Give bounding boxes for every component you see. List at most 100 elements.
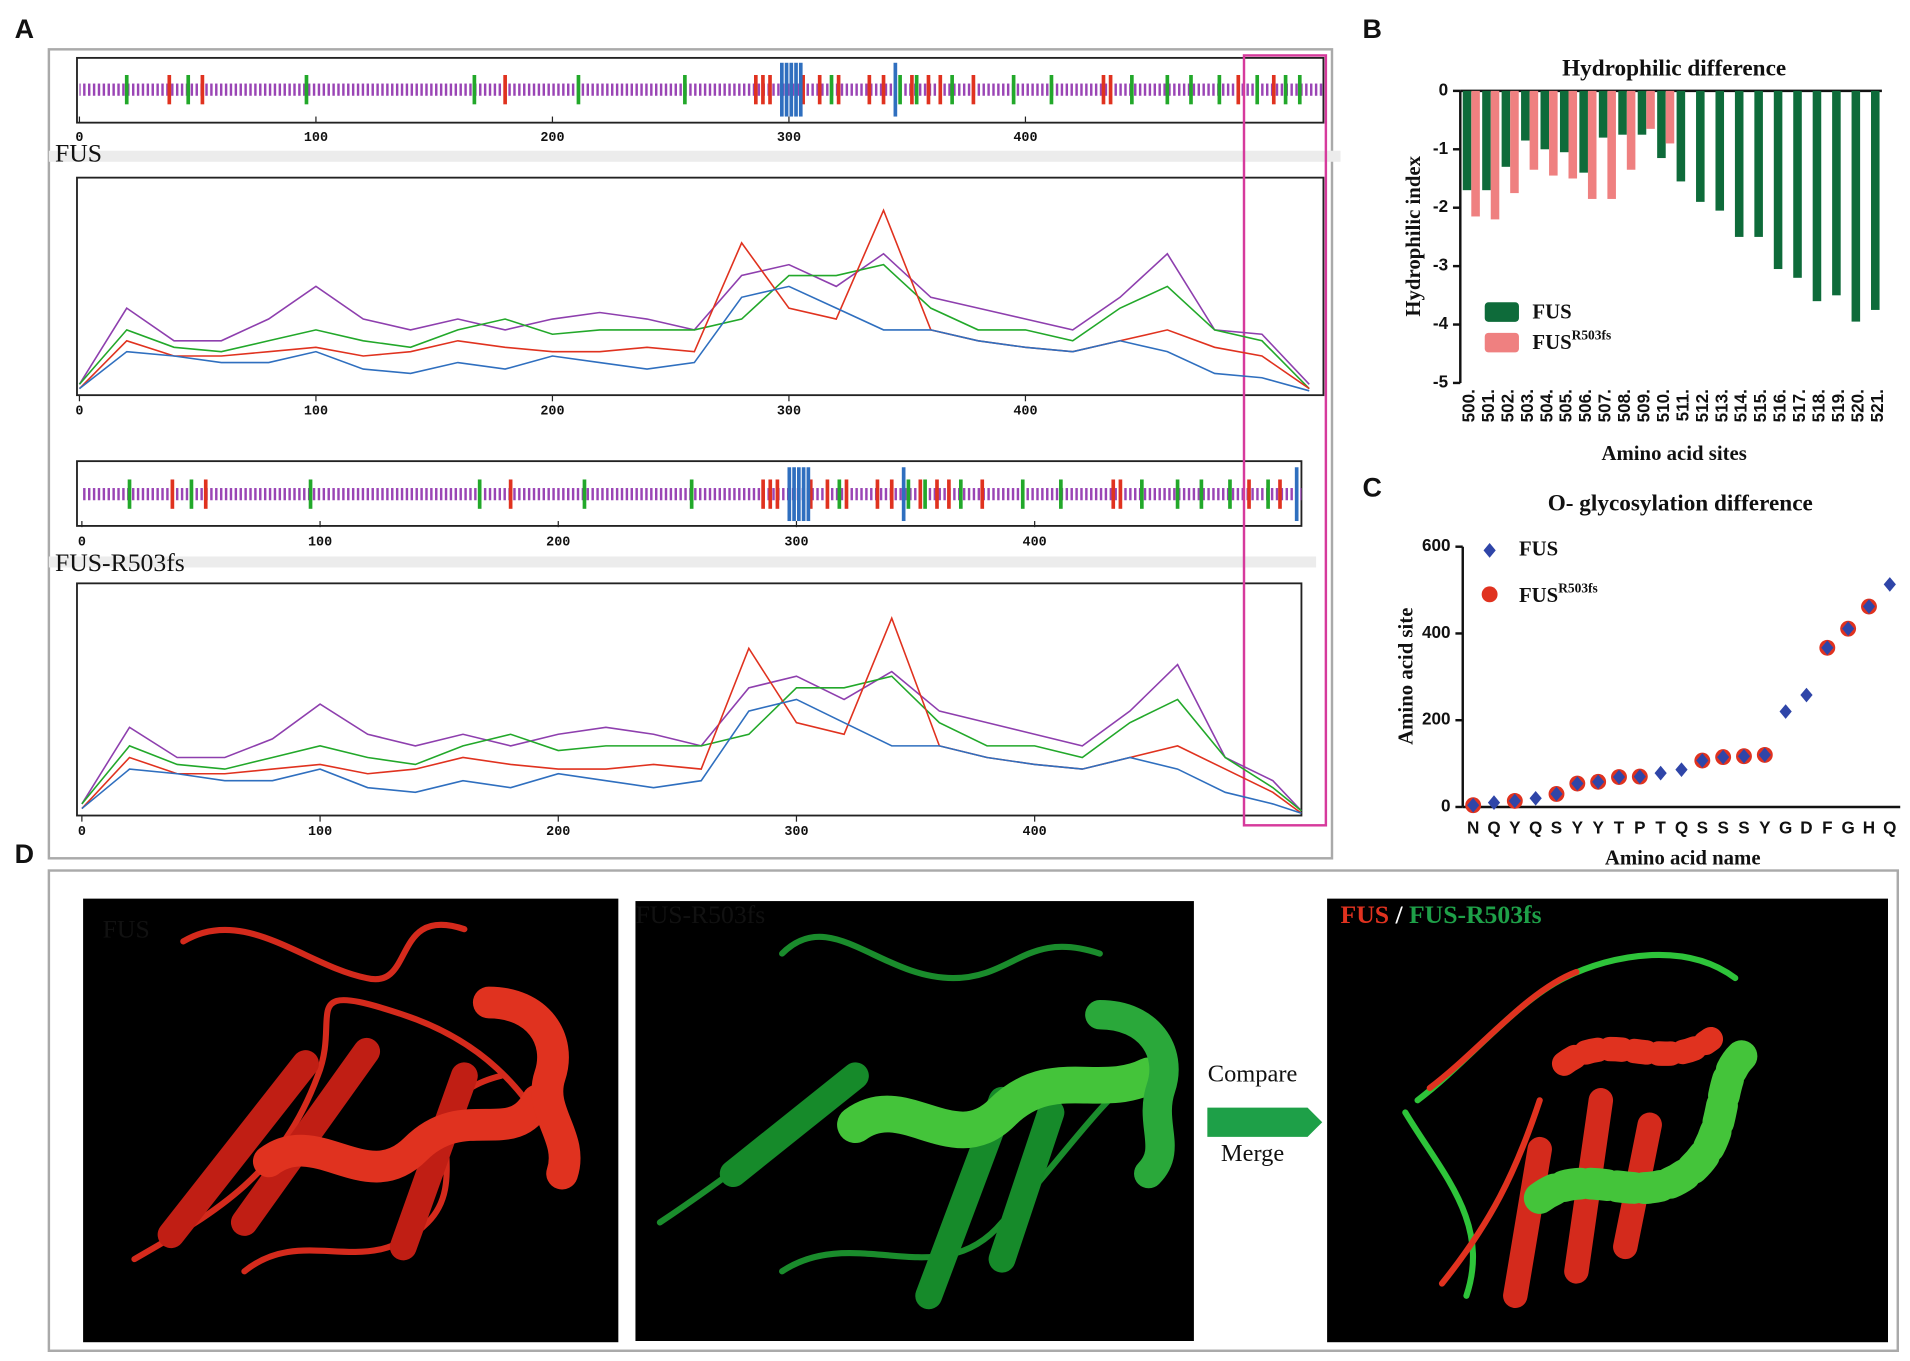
diamond-marker xyxy=(1821,640,1834,656)
x-tick-label: T xyxy=(1655,818,1666,837)
bar xyxy=(1754,90,1763,237)
y-axis-label: Hydrophilic index xyxy=(1402,155,1425,316)
x-tick-label: 512. xyxy=(1693,389,1712,422)
x-tick-label: 516. xyxy=(1771,389,1790,422)
sequence-feature xyxy=(958,479,963,509)
legend-label: FUS xyxy=(1519,537,1558,560)
sequence-feature xyxy=(901,467,906,522)
panel-frame xyxy=(47,48,1334,860)
merge-label: Merge xyxy=(1221,1140,1284,1167)
diamond-marker xyxy=(1508,793,1521,809)
sequence-feature xyxy=(1189,74,1193,105)
sequence-feature xyxy=(170,479,175,509)
x-tick-label: 519. xyxy=(1829,389,1848,422)
bar xyxy=(1529,90,1539,170)
x-tick-label: 505. xyxy=(1557,389,1576,422)
profile-box xyxy=(76,176,1325,397)
sequence-feature xyxy=(189,479,194,509)
diamond-marker xyxy=(1654,765,1667,781)
sequence-bar xyxy=(79,83,1324,96)
structure-label: FUS xyxy=(103,915,150,944)
sequence-feature xyxy=(1297,74,1302,105)
legend-marker xyxy=(1481,586,1498,603)
sequence-feature xyxy=(508,479,513,509)
profile-box xyxy=(76,582,1303,817)
ribbon xyxy=(656,933,1179,1310)
sequence-feature xyxy=(1199,479,1204,509)
bar xyxy=(1579,90,1588,173)
sequence-feature xyxy=(947,479,951,509)
x-tick-label: 500. xyxy=(1460,389,1479,422)
y-tick-label: 200 xyxy=(1422,710,1451,729)
bar xyxy=(1587,90,1597,199)
x-tick-label: 300 xyxy=(777,405,801,420)
sequence-feature xyxy=(1236,74,1241,105)
sequence-feature xyxy=(801,74,805,105)
x-tick-label: 200 xyxy=(540,405,564,420)
x-tick-label: 0 xyxy=(75,131,83,146)
sequence-feature xyxy=(768,74,772,105)
bar xyxy=(1637,90,1647,135)
sequence-feature xyxy=(167,74,172,105)
y-tick-label: -5 xyxy=(1433,372,1449,391)
sequence-feature xyxy=(1228,479,1232,509)
sequence-feature xyxy=(836,74,841,105)
bar xyxy=(1490,90,1500,220)
diamond-marker xyxy=(1550,786,1563,802)
sequence-feature xyxy=(801,467,806,522)
track-label: FUS-R503fs xyxy=(55,548,185,577)
diamond-marker xyxy=(1737,748,1751,764)
x-tick-label: 100 xyxy=(308,825,332,840)
profile-line xyxy=(78,285,1310,392)
diamond-marker xyxy=(1571,776,1584,791)
x-tick-label: N xyxy=(1467,818,1479,837)
y-tick-label: -4 xyxy=(1433,314,1449,333)
profile-line xyxy=(81,663,1303,812)
x-tick-label: 521. xyxy=(1868,389,1887,422)
x-tick-label: 510. xyxy=(1654,389,1673,422)
panel-letter: D xyxy=(15,839,34,869)
chart-title: O- glycosylation difference xyxy=(1548,490,1813,516)
sequence-feature xyxy=(1118,479,1123,509)
x-tick-label: 200 xyxy=(546,535,570,550)
sequence-feature xyxy=(914,74,919,105)
diamond-marker xyxy=(1717,749,1730,765)
x-tick-label: 507. xyxy=(1596,389,1615,422)
bar xyxy=(1646,90,1655,129)
x-tick-label: 400 xyxy=(1013,131,1037,146)
arrow xyxy=(1207,1107,1323,1137)
x-tick-label: 501. xyxy=(1479,389,1498,422)
x-tick-label: Q xyxy=(1883,818,1896,837)
bar xyxy=(1607,90,1616,199)
profile-line xyxy=(78,252,1310,385)
bar xyxy=(1734,90,1744,237)
sequence-feature xyxy=(689,479,694,509)
sequence-feature xyxy=(780,62,784,117)
sequence-feature xyxy=(971,74,976,105)
sequence-feature xyxy=(889,479,894,509)
sequence-feature xyxy=(898,74,902,105)
sequence-feature xyxy=(1020,479,1025,509)
x-tick-label: 200 xyxy=(546,825,570,840)
structure-label: FUS / FUS-R503fs xyxy=(1341,900,1542,929)
bar xyxy=(1568,90,1578,179)
x-tick-label: S xyxy=(1717,818,1728,837)
sequence-feature xyxy=(906,479,911,509)
track-label: FUS xyxy=(55,139,102,168)
diamond-marker xyxy=(1800,687,1813,703)
x-tick-label: 504. xyxy=(1537,389,1556,422)
label-band xyxy=(48,556,1317,568)
bar xyxy=(1626,90,1636,170)
sequence-feature xyxy=(829,74,834,105)
sequence-feature xyxy=(794,62,798,117)
sequence-feature xyxy=(837,479,842,509)
bar xyxy=(1793,90,1802,278)
sequence-feature xyxy=(875,479,880,509)
sequence-feature xyxy=(503,74,507,105)
sequence-feature xyxy=(761,74,765,105)
legend-name: FUS xyxy=(1519,584,1558,607)
bar xyxy=(1676,90,1686,182)
diamond-marker xyxy=(1675,762,1688,778)
